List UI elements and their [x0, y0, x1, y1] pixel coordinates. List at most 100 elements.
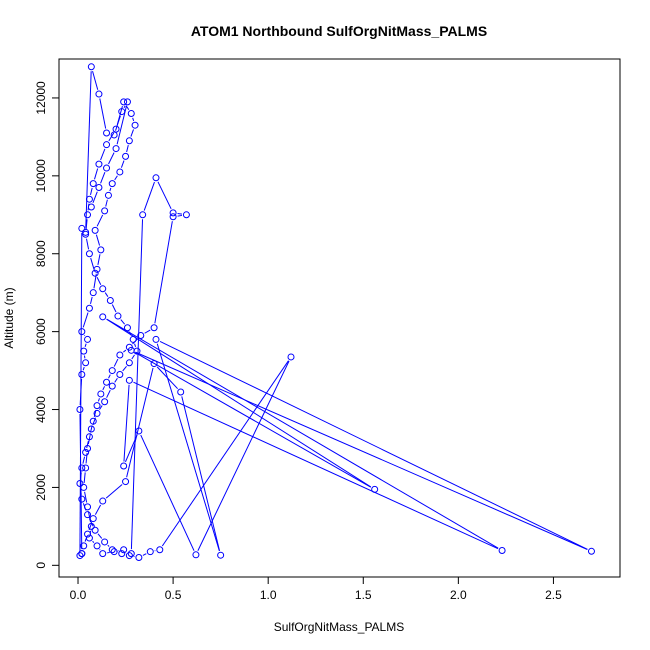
x-axis: 0.0 0.5 1.0 1.5 2.0 2.5 [70, 576, 562, 602]
series-segment [111, 304, 117, 313]
data-point [78, 495, 86, 503]
series-segment [122, 365, 127, 372]
series-segment [92, 191, 98, 203]
data-point [127, 550, 135, 558]
data-point [123, 98, 131, 106]
data-point [182, 211, 190, 219]
series-segment [100, 148, 106, 161]
series-segment [131, 354, 135, 360]
series-segment [123, 349, 127, 353]
series-segment [120, 319, 126, 325]
x-tick-label: 0.0 [70, 588, 87, 602]
data-point [87, 522, 95, 530]
x-axis-label: SulfOrgNitMass_PALMS [274, 620, 404, 634]
series-segment [85, 238, 90, 250]
data-point [93, 402, 101, 410]
data-point [122, 152, 130, 160]
y-tick-label: 2000 [34, 474, 48, 501]
data-point [93, 265, 101, 273]
data-point [95, 184, 103, 192]
data-point [85, 433, 93, 441]
data-point [108, 367, 116, 375]
series-segment [126, 145, 129, 153]
data-point [498, 547, 506, 555]
series-segment [161, 360, 289, 547]
data-point [116, 370, 124, 378]
series-segment [90, 425, 93, 433]
data-point [89, 289, 97, 297]
data-point [131, 121, 139, 129]
series-segment [156, 366, 178, 390]
data-point [150, 360, 158, 368]
data-point [118, 550, 126, 558]
series-segment [85, 219, 88, 230]
series-segment [94, 168, 99, 180]
series-segment [84, 343, 87, 347]
data-point [103, 141, 111, 149]
data-point [106, 296, 114, 304]
data-point [101, 538, 109, 546]
series-segment [95, 234, 101, 246]
data-point [169, 209, 177, 217]
data-point [80, 483, 88, 491]
series-segment [79, 232, 83, 552]
series-segment [177, 214, 183, 217]
data-point [137, 332, 145, 340]
data-point [110, 548, 118, 556]
data-point [76, 480, 84, 488]
series-segment [126, 367, 154, 478]
series-segment [113, 358, 119, 367]
series-segment [90, 296, 93, 305]
series-segment [143, 181, 155, 211]
data-point [87, 203, 95, 211]
data-point [114, 312, 122, 320]
data-point [103, 129, 111, 137]
data-point [82, 230, 90, 238]
data-point [78, 550, 86, 558]
x-tick-label: 2.5 [545, 588, 562, 602]
data-point [89, 515, 97, 523]
y-tick-label: 6000 [34, 318, 48, 345]
data-point [99, 285, 107, 293]
data-point [101, 398, 109, 406]
series-segment [87, 433, 91, 445]
data-point [95, 90, 103, 98]
series-segment [84, 491, 88, 503]
data-point [152, 174, 160, 182]
data-point [76, 406, 84, 414]
series-segment [96, 214, 104, 227]
series-segment [92, 70, 99, 90]
x-tick-label: 1.0 [260, 588, 277, 602]
series-segment [106, 318, 499, 549]
series-points [76, 63, 595, 562]
series-segment [108, 152, 115, 165]
data-point [91, 226, 99, 234]
series-segment [159, 340, 588, 550]
series-segment [140, 434, 195, 551]
y-tick-label: 4000 [34, 396, 48, 423]
series-segment [94, 504, 102, 515]
series-segment [154, 221, 173, 324]
data-point [76, 552, 84, 560]
data-point [135, 554, 143, 562]
data-point [587, 547, 595, 555]
series-segment [105, 199, 108, 207]
series-segment [84, 538, 87, 542]
data-point [85, 304, 93, 312]
series-segment [115, 115, 121, 131]
chart-title: ATOM1 Northbound SulfOrgNitMass_PALMS [191, 23, 487, 39]
series-segment [134, 352, 372, 488]
x-tick-label: 2.0 [450, 588, 467, 602]
data-point [125, 552, 133, 560]
data-point [78, 464, 86, 472]
series-segment [90, 257, 95, 270]
data-point [78, 224, 86, 232]
data-point [103, 378, 111, 386]
data-point [101, 207, 109, 215]
data-point [84, 444, 92, 452]
series-segment [97, 254, 101, 265]
series-lines [79, 70, 588, 558]
series-segment [106, 389, 111, 398]
data-point [127, 346, 135, 354]
